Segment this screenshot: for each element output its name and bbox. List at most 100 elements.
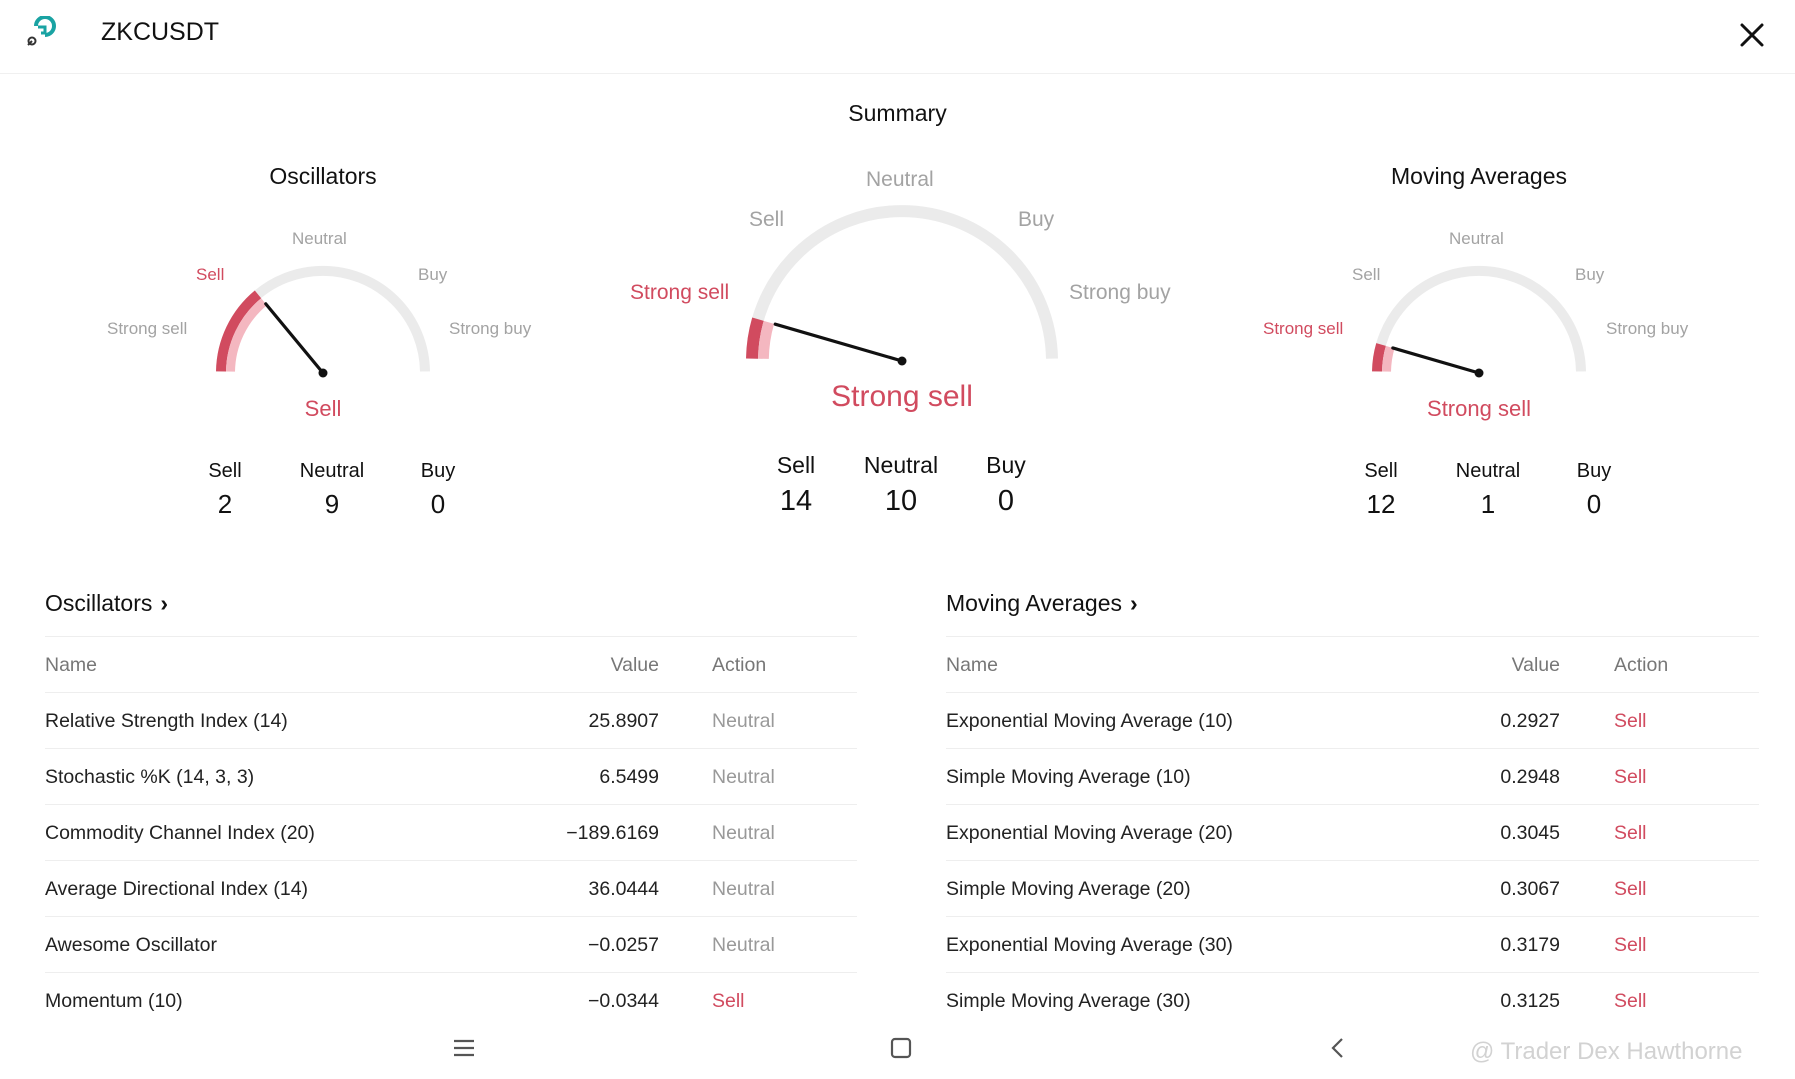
gauge-fill [746, 317, 764, 359]
column-header-name: Name [45, 654, 98, 676]
row-action: Sell [1614, 878, 1647, 900]
count-neutral: Neutral 1 [1448, 460, 1528, 520]
count-buy-label: Buy [1576, 460, 1612, 482]
table-row[interactable]: Average Directional Index (14) 36.0444 Neu… [45, 860, 857, 916]
bottom-nav-bar [0, 1015, 1795, 1079]
table-row[interactable]: Momentum (10) −0.0344 Sell [45, 972, 857, 1028]
row-value: 0.2927 [1500, 710, 1560, 732]
column-header-action: Action [1614, 654, 1669, 676]
oscillators-table: Name Value Action Relative Strength Index (… [45, 636, 857, 1028]
count-neutral: Neutral 10 [856, 452, 946, 518]
top-bar: ZKCUSDT [0, 0, 1795, 74]
row-action: Neutral [712, 710, 775, 732]
row-action: Sell [1614, 766, 1647, 788]
gauge-label-buy: Buy [418, 265, 448, 284]
gauge-track [216, 265, 430, 372]
row-name: Simple Moving Average (20) [946, 878, 1191, 900]
count-buy: Buy 0 [408, 460, 468, 520]
row-name: Momentum (10) [45, 990, 183, 1012]
gauge-label-sell: Sell [749, 208, 785, 231]
table-row[interactable]: Stochastic %K (14, 3, 3) 6.5499 Neutral [45, 748, 857, 804]
gauge-label-strong-buy: Strong buy [1606, 319, 1689, 338]
table-row[interactable]: Simple Moving Average (30) 0.3125 Sell [946, 972, 1759, 1028]
app-logo-icon [27, 16, 56, 46]
menu-icon[interactable] [449, 1033, 479, 1063]
row-name: Simple Moving Average (10) [946, 766, 1191, 788]
gauge-label-buy: Buy [1575, 265, 1605, 284]
moving-averages-counts: Sell 12 Neutral 1 Buy 0 [1351, 460, 1624, 520]
row-value: 0.3067 [1500, 878, 1560, 900]
count-sell-label: Sell [208, 460, 242, 482]
row-name: Simple Moving Average (30) [946, 990, 1191, 1012]
watermark-text: @ Trader Dex Hawthorne [1470, 1038, 1743, 1065]
count-sell-value: 2 [217, 489, 233, 519]
count-buy: Buy 0 [976, 452, 1036, 518]
row-value: 25.8907 [588, 710, 660, 732]
table-row[interactable]: Simple Moving Average (20) 0.3067 Sell [946, 860, 1759, 916]
count-neutral-label: Neutral [1455, 460, 1521, 482]
gauge-label-neutral: Neutral [292, 229, 347, 248]
table-row[interactable]: Commodity Channel Index (20) −189.6169 Neu… [45, 804, 857, 860]
gauge-needle-pivot [318, 368, 328, 378]
gauge-label-neutral: Neutral [866, 168, 934, 191]
column-header-value: Value [1511, 654, 1560, 676]
gauge-needle [264, 302, 325, 375]
count-neutral-label: Neutral [299, 460, 365, 482]
oscillators-section-link[interactable]: Oscillators › [45, 590, 168, 617]
row-value: 36.0444 [588, 878, 660, 900]
row-action: Neutral [712, 878, 775, 900]
chevron-right-icon: › [160, 590, 169, 616]
row-action: Sell [712, 990, 745, 1012]
back-icon[interactable] [1323, 1033, 1353, 1063]
row-name: Awesome Oscillator [45, 934, 217, 956]
row-value: −0.0344 [587, 990, 659, 1012]
row-action: Sell [1614, 990, 1647, 1012]
table-header-row: Name Value Action [45, 636, 857, 692]
gauge-label-sell: Sell [196, 265, 225, 284]
row-action: Sell [1614, 710, 1647, 732]
table-row[interactable]: Simple Moving Average (10) 0.2948 Sell [946, 748, 1759, 804]
count-sell: Sell 14 [766, 452, 826, 518]
oscillators-section-title: Oscillators [45, 590, 153, 616]
moving-averages-result: Strong sell [1427, 396, 1531, 421]
count-neutral-value: 10 [884, 485, 918, 517]
row-action: Neutral [712, 766, 775, 788]
home-square-icon[interactable] [886, 1033, 916, 1063]
table-row[interactable]: Exponential Moving Average (30) 0.3179 Sel… [946, 916, 1759, 972]
gauge-needle [773, 322, 904, 363]
row-name: Relative Strength Index (14) [45, 710, 288, 732]
summary-title: Summary [848, 100, 947, 126]
moving-averages-gauge-title: Moving Averages [1390, 163, 1568, 189]
table-header-row: Name Value Action [946, 636, 1759, 692]
row-name: Stochastic %K (14, 3, 3) [45, 766, 255, 788]
count-buy-value: 0 [1586, 489, 1602, 519]
row-value: −189.6169 [566, 822, 659, 844]
gauge-label-sell: Sell [1352, 265, 1381, 284]
gauge-label-strong-sell: Strong sell [107, 319, 188, 338]
gauge-label-strong-buy: Strong buy [449, 319, 532, 338]
gauge-track [1372, 265, 1586, 372]
table-row[interactable]: Exponential Moving Average (10) 0.2927 Sel… [946, 692, 1759, 748]
summary-result: Strong sell [831, 380, 973, 413]
count-neutral-label: Neutral [863, 452, 939, 478]
row-action: Neutral [712, 934, 775, 956]
count-sell-label: Sell [776, 452, 816, 478]
row-value: 6.5499 [599, 766, 659, 788]
gauge-track [746, 205, 1058, 359]
count-sell: Sell 12 [1351, 460, 1411, 520]
table-row[interactable]: Exponential Moving Average (20) 0.3045 Sel… [946, 804, 1759, 860]
count-neutral-value: 1 [1480, 489, 1496, 519]
row-name: Average Directional Index (14) [45, 878, 309, 900]
gauge-fill-inner [226, 298, 267, 372]
column-header-action: Action [712, 654, 767, 676]
table-row[interactable]: Relative Strength Index (14) 25.8907 Neutr… [45, 692, 857, 748]
summary-counts: Sell 14 Neutral 10 Buy 0 [766, 452, 1036, 518]
count-buy: Buy 0 [1564, 460, 1624, 520]
count-sell-value: 14 [779, 485, 813, 517]
close-icon[interactable] [1735, 18, 1769, 52]
table-row[interactable]: Awesome Oscillator −0.0257 Neutral [45, 916, 857, 972]
moving-averages-section-link[interactable]: Moving Averages › [946, 590, 1138, 617]
row-value: 0.3125 [1500, 990, 1560, 1012]
row-name: Exponential Moving Average (10) [946, 710, 1233, 732]
oscillators-gauge-title: Oscillators [269, 163, 377, 189]
